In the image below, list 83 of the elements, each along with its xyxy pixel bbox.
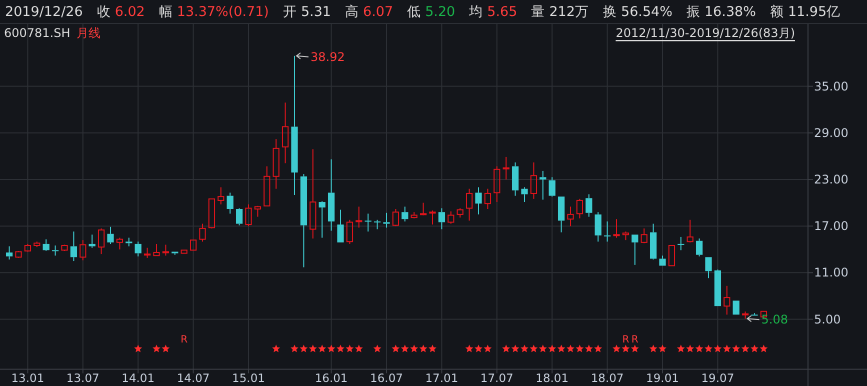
candlestick (134, 241, 142, 257)
x-tick-label: 16.07 (370, 371, 403, 385)
y-tick-label: 35.00 (814, 79, 848, 94)
x-tick-label: 18.07 (590, 371, 624, 385)
candlestick (402, 206, 408, 222)
text: 5.20 (425, 4, 456, 20)
annotation: R (180, 334, 188, 346)
text: 11.95亿 (788, 4, 841, 20)
x-tick-label: 16.01 (314, 371, 348, 385)
candlestick (530, 162, 538, 200)
text: 2019/12/26 (5, 4, 83, 20)
candlestick (567, 206, 574, 227)
y-tick-label: 17.00 (814, 219, 848, 234)
candlestick (70, 231, 78, 262)
annotation: 38.92 (310, 50, 345, 64)
x-tick-label: 19.01 (646, 371, 679, 385)
annotation: R (631, 334, 638, 346)
candlestick (6, 246, 13, 260)
candlestick (438, 208, 446, 230)
text: 高 (345, 4, 360, 20)
text: 额 (770, 4, 784, 20)
x-tick-label: 17.07 (480, 371, 514, 385)
x-tick-label: 15.01 (232, 371, 265, 385)
y-tick-label: 23.00 (814, 172, 848, 186)
candlestick (116, 237, 124, 250)
candlestick (650, 223, 657, 260)
text: 5.31 (300, 4, 332, 20)
candlestick (42, 238, 50, 252)
text: 收 (96, 4, 111, 20)
candlestick (594, 212, 602, 242)
candlestick (475, 186, 482, 215)
candlestick (512, 162, 519, 196)
text: 换 (602, 4, 617, 20)
x-tick-label: 14.01 (122, 371, 155, 385)
candlestick (300, 174, 308, 268)
candlestick (272, 138, 280, 190)
candlestick (236, 208, 243, 226)
candlestick (282, 102, 289, 164)
candlestick (310, 148, 316, 240)
text: 6.07 (363, 4, 394, 20)
annotation: 2012/11/30-2019/12/26(83月) (616, 26, 795, 40)
candlestick (52, 245, 59, 256)
x-tick-label: 17.01 (425, 371, 458, 385)
candlestick (586, 194, 592, 218)
candlestick (374, 219, 381, 230)
text: 5.65 (487, 4, 518, 20)
text: 开 (282, 4, 297, 20)
y-tick-label: 29.00 (814, 126, 848, 140)
text: 均 (468, 4, 484, 20)
annotation: 月线 (76, 26, 100, 40)
candlestick (291, 55, 298, 196)
text: 16.38% (704, 4, 756, 20)
text: 13.37%(0.71) (176, 4, 269, 20)
candlestick (226, 192, 234, 214)
candlestick (540, 170, 546, 200)
x-tick-label: 18.01 (536, 371, 569, 385)
x-tick-label: 14.07 (176, 371, 210, 385)
annotation: R (622, 334, 630, 346)
candlestick (318, 200, 326, 238)
candlestick (521, 186, 528, 203)
y-tick-label: 5.00 (814, 312, 841, 326)
x-tick-label: 13.01 (11, 371, 44, 385)
text: 56.54% (620, 4, 673, 20)
candlestick (107, 226, 114, 244)
text: 幅 (158, 4, 173, 20)
candlestick (604, 220, 611, 242)
candlestick (126, 237, 132, 247)
annotation: 600781.SH (4, 26, 70, 40)
x-tick-label: 19.07 (701, 371, 734, 385)
x-tick-label: 13.07 (66, 371, 100, 385)
text: 212万 (549, 4, 589, 20)
y-tick-label: 11.00 (814, 266, 848, 280)
candlestick (328, 158, 335, 232)
text: 量 (531, 4, 546, 20)
candlestick (696, 238, 703, 257)
candlestick (364, 213, 372, 232)
text: 6.02 (114, 4, 145, 20)
text: 振 (686, 4, 700, 20)
candlestick (88, 234, 96, 248)
text: 低 (407, 4, 422, 20)
annotation: 5.08 (761, 312, 788, 327)
candlestick (724, 285, 730, 316)
candlestick (502, 156, 510, 180)
